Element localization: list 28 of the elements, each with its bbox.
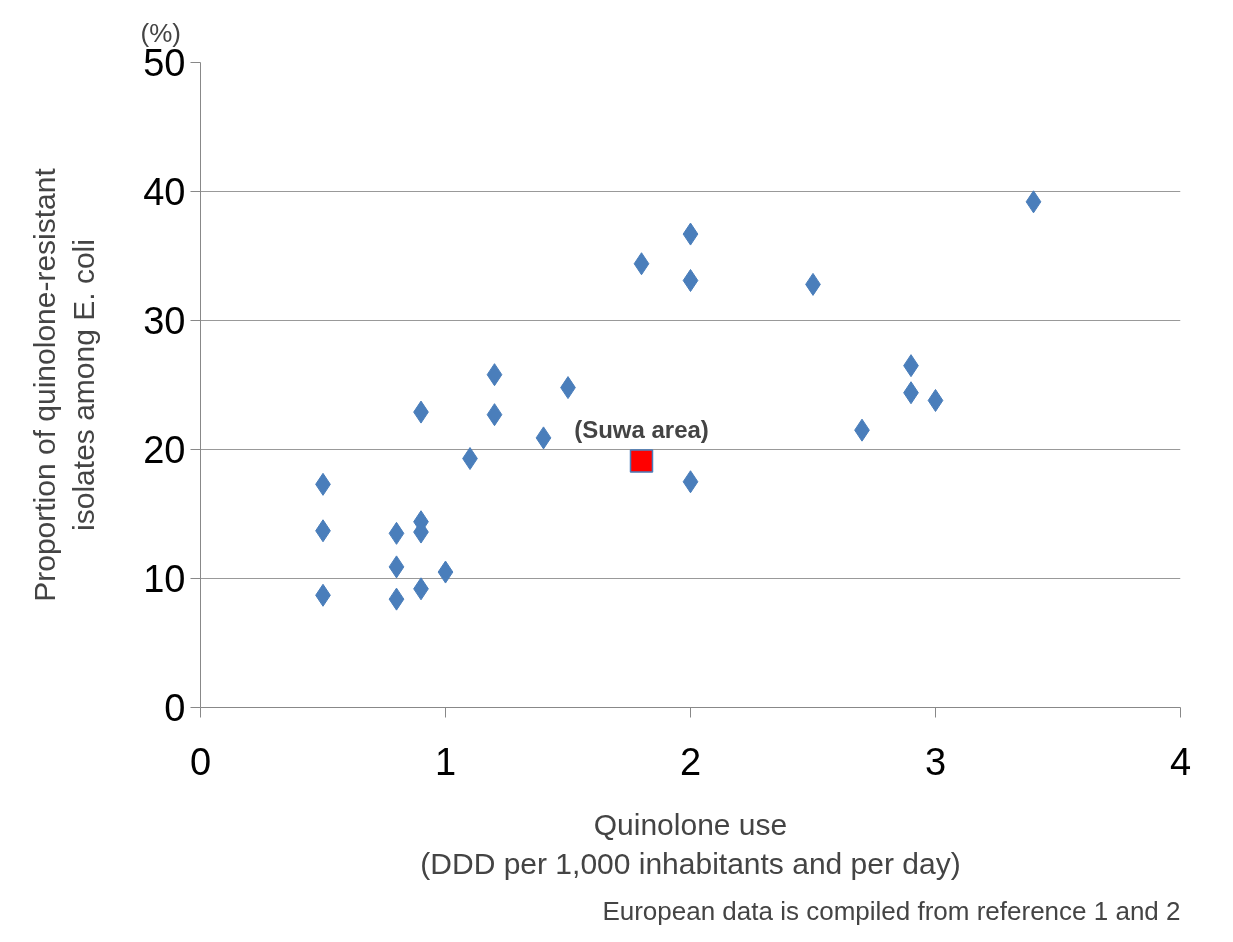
y-tick-label: 10	[143, 558, 186, 600]
y-tick-label: 40	[143, 171, 186, 213]
x-tick-label: 1	[434, 740, 457, 783]
x-axis-title: Quinolone use (DDD per 1,000 inhabitants and per day)	[420, 807, 961, 881]
point	[927, 388, 944, 412]
point	[629, 449, 654, 473]
y-axis-title: Proportion of quinolone-resistant isolates among E. coli	[27, 167, 101, 602]
x-tick-label: 2	[679, 740, 702, 783]
point	[486, 403, 503, 427]
annotation: (Suwa area)	[574, 416, 709, 444]
x-tick-label: 4	[1169, 740, 1192, 783]
point	[388, 555, 405, 579]
point	[486, 363, 503, 387]
x-tick-label: 3	[924, 740, 947, 783]
point	[388, 521, 405, 545]
y-tick-label: 0	[164, 687, 186, 729]
point	[682, 269, 699, 293]
point	[682, 470, 699, 494]
point	[682, 222, 699, 246]
y-tick-label: 20	[143, 429, 186, 471]
x-tick-label: 0	[189, 740, 212, 783]
point	[535, 426, 552, 450]
point	[1025, 190, 1042, 214]
point	[437, 560, 454, 584]
y-tick-label: 30	[143, 300, 186, 342]
point	[388, 587, 405, 611]
point	[633, 252, 650, 276]
text: European data is compiled from reference 1 and 2	[602, 895, 1181, 926]
